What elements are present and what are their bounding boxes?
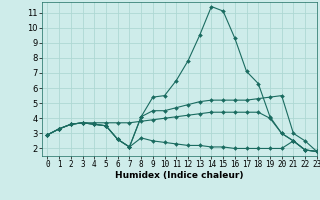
X-axis label: Humidex (Indice chaleur): Humidex (Indice chaleur) [115,171,244,180]
